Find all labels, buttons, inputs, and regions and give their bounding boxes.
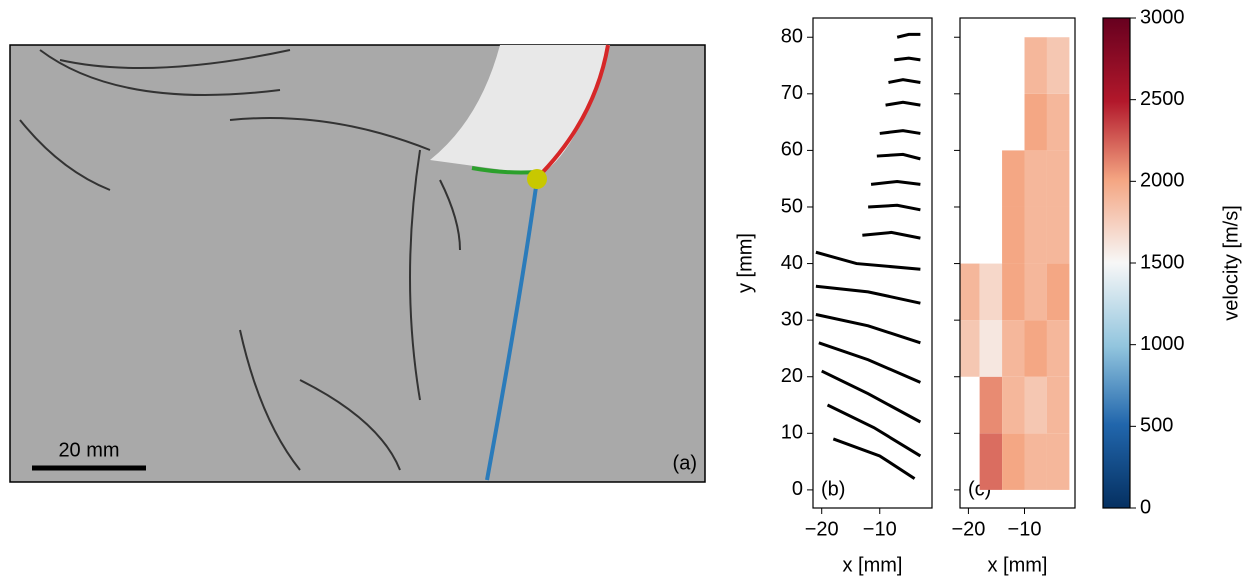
heat-cell (1002, 150, 1025, 207)
photo-panel: 20 mm (a) (9, 44, 706, 483)
heat-cell (1024, 320, 1047, 377)
front-line (870, 180, 921, 186)
axes-frame (812, 17, 933, 509)
scale-bar-label: 20 mm (58, 439, 119, 461)
heat-cell (960, 263, 980, 321)
y-tick-label: 40 (781, 252, 803, 274)
heat-cell (1002, 320, 1025, 377)
front-line (896, 32, 921, 39)
heat-cell (1002, 376, 1025, 434)
y-tick-label: 50 (781, 195, 803, 217)
heat-cell (1046, 263, 1070, 321)
x-axis-label: x [mm] (843, 554, 903, 576)
heat-cell (1024, 37, 1047, 94)
x-tick-label: −10 (1008, 518, 1042, 540)
intersection-point (527, 169, 547, 189)
x-tick-label: −20 (951, 518, 985, 540)
colorbar-tick-label: 1500 (1140, 251, 1185, 273)
heat-cell (1046, 433, 1070, 490)
front-line (894, 56, 921, 62)
heat-cell (1024, 93, 1047, 151)
heat-cell (1002, 433, 1025, 490)
heat-cell (1024, 150, 1047, 207)
x-axis-label: x [mm] (988, 554, 1048, 576)
heat-cell (1046, 206, 1070, 264)
heat-cell (1046, 37, 1070, 94)
heat-cell (1024, 263, 1047, 321)
heat-cell (1024, 206, 1047, 264)
colorbar-tick-label: 2500 (1140, 88, 1185, 110)
heat-cell (960, 320, 980, 377)
x-tick-label: −10 (863, 518, 897, 540)
heat-cell (1046, 150, 1070, 207)
y-tick-label: 20 (781, 365, 803, 387)
front-line (821, 369, 922, 424)
axes-frame (959, 17, 1076, 509)
y-tick-label: 30 (781, 308, 803, 330)
photo-texture (19, 49, 461, 471)
colorbar-tick-label: 500 (1140, 415, 1173, 437)
heat-cell (1046, 376, 1070, 434)
heat-cell (1024, 433, 1047, 490)
heat-cell (1046, 93, 1070, 151)
front-line (815, 313, 921, 345)
heat-cell (1024, 376, 1047, 434)
heat-cell (979, 376, 1003, 434)
heat-cell (1002, 206, 1025, 264)
colorbar-tick-label: 1000 (1140, 333, 1185, 355)
colorbar-tick-label: 2000 (1140, 170, 1185, 192)
front-line (826, 403, 922, 458)
front-line (879, 129, 921, 135)
front-line (818, 341, 921, 384)
heat-cell (979, 320, 1003, 377)
front-line (868, 203, 921, 212)
colorbar (1102, 17, 1131, 509)
red-front (535, 44, 610, 180)
panel-label: (a) (673, 452, 697, 474)
photo (9, 44, 706, 483)
front-line (885, 100, 921, 107)
y-tick-label: 0 (792, 478, 803, 500)
front-line (815, 250, 921, 271)
front-line (862, 230, 921, 240)
colorbar-tick-label: 0 (1140, 496, 1151, 518)
front-line (876, 152, 921, 161)
front-line (815, 284, 921, 305)
colorbar-label: velocity [m/s] (1220, 205, 1242, 321)
colorbar-tick-label: 3000 (1140, 6, 1185, 28)
y-tick-label: 80 (781, 26, 803, 48)
blue-front (485, 179, 539, 481)
y-tick-label: 70 (781, 82, 803, 104)
x-tick-label: −20 (805, 518, 839, 540)
y-axis-label: y [mm] (734, 233, 756, 293)
front-line (888, 78, 921, 84)
heat-cell (979, 263, 1003, 321)
heat-cell (1002, 263, 1025, 321)
panel-label: (b) (821, 478, 845, 500)
y-tick-label: 10 (781, 422, 803, 444)
y-tick-label: 60 (781, 139, 803, 161)
front-line (832, 437, 916, 480)
heat-cell (1046, 320, 1070, 377)
heat-cell (979, 433, 1003, 490)
